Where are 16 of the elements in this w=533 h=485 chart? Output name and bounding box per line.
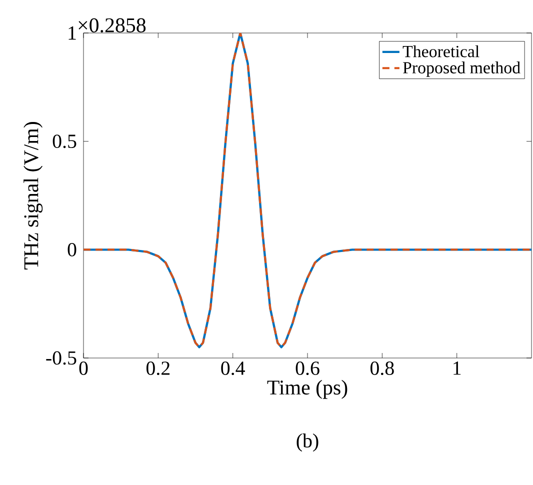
y-tick-label: 1 [68, 26, 76, 40]
text: (b) [296, 434, 318, 452]
x-axis-title: Time (ps) [267, 380, 348, 399]
legend-label: Proposed method [403, 62, 520, 77]
x-tick-label: 0.8 [370, 362, 394, 376]
y-tick-label: 0.5 [52, 134, 76, 148]
x-tick-label: 1 [454, 362, 461, 375]
y-axis-title: THz signal (V/m) [24, 122, 43, 270]
x-tick-label: 0.2 [146, 362, 170, 376]
y-tick-label: 0 [68, 242, 76, 256]
text: ×0.2858 [78, 18, 146, 32]
x-tick-label: 0 [79, 362, 88, 375]
x-tick-label: 0.4 [221, 362, 245, 376]
legend-label: Theoretical [402, 45, 480, 58]
x-tick-label: 0.6 [296, 362, 320, 376]
y-tick-label: -0.5 [46, 351, 76, 365]
